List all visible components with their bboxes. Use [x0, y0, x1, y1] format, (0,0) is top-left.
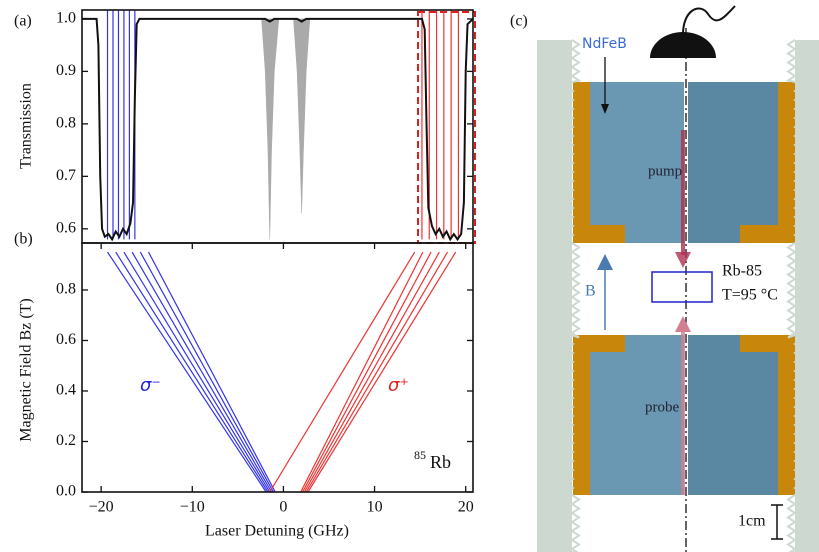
- plot-area: [82, 10, 473, 239]
- x-tick-label: 10: [367, 499, 383, 516]
- annotation: σ⁻: [140, 375, 161, 396]
- arrow-head: [597, 254, 613, 270]
- line: [116, 252, 268, 492]
- label: Rb-85: [722, 263, 762, 280]
- x-tick-label: 0: [279, 499, 287, 516]
- line: [306, 252, 447, 492]
- panel-label: (b): [14, 231, 33, 248]
- y-tick-label: 0.9: [56, 62, 76, 79]
- panel-label: (a): [14, 13, 32, 30]
- label: 1cm: [738, 513, 766, 530]
- panel-label: (c): [510, 13, 528, 30]
- arrow-head: [675, 316, 691, 332]
- line: [82, 19, 473, 239]
- sawtooth: [788, 243, 795, 338]
- label: NdFeB: [582, 36, 627, 52]
- y-tick-label: 0.8: [56, 115, 76, 132]
- y-tick-label: 0.7: [56, 167, 76, 184]
- arrow-head: [675, 252, 691, 268]
- sawtooth: [572, 495, 579, 552]
- x-tick-label: 20: [458, 499, 474, 516]
- line: [124, 252, 270, 492]
- line: [270, 252, 415, 492]
- y-tick-label: 1.0: [56, 10, 76, 27]
- y-tick-label: 0.8: [56, 281, 76, 298]
- detector: [650, 32, 716, 58]
- line: [301, 252, 423, 492]
- wire: [683, 6, 735, 34]
- vapor-cell: [652, 272, 712, 302]
- line: [140, 252, 273, 492]
- line: [132, 252, 271, 492]
- y-axis-label: Transmission: [18, 83, 35, 169]
- magnet: [688, 82, 778, 243]
- y-tick-label: 0.4: [56, 382, 76, 399]
- plot: [82, 10, 473, 239]
- annotation: 85: [414, 448, 426, 462]
- line: [303, 252, 432, 492]
- annotation: σ⁺: [388, 375, 409, 396]
- area: [293, 19, 309, 213]
- y-tick-label: 0.2: [56, 432, 76, 449]
- x-axis-label: Laser Detuning (GHz): [205, 523, 349, 540]
- plot-area: [108, 252, 456, 492]
- line: [108, 252, 267, 492]
- y-tick-label: 0.0: [56, 483, 76, 500]
- sawtooth: [572, 40, 579, 82]
- area: [262, 19, 279, 239]
- label: B: [585, 283, 596, 300]
- x-tick-label: −10: [180, 499, 205, 516]
- y-axis-label: Magnetic Field Bz (T): [18, 298, 35, 442]
- x-tick-label: −20: [89, 499, 114, 516]
- label: probe: [645, 399, 679, 415]
- diagram: (c) NdFeB pump probe Rb-85 T=95 °C B 1cm: [510, 6, 819, 552]
- sawtooth: [788, 495, 795, 552]
- annotation: Rb: [430, 452, 451, 472]
- label: pump: [648, 163, 682, 179]
- axes-frame: [82, 10, 473, 243]
- y-tick-label: 0.6: [56, 331, 76, 348]
- y-tick-label: 0.6: [56, 220, 76, 237]
- sawtooth: [572, 243, 579, 338]
- plot: [108, 252, 456, 492]
- magnet: [688, 335, 778, 495]
- sawtooth: [788, 40, 795, 82]
- line: [149, 252, 276, 492]
- label: T=95 °C: [722, 287, 778, 304]
- figure: (a) (b) Transmission Magnetic Field Bz (…: [0, 0, 819, 552]
